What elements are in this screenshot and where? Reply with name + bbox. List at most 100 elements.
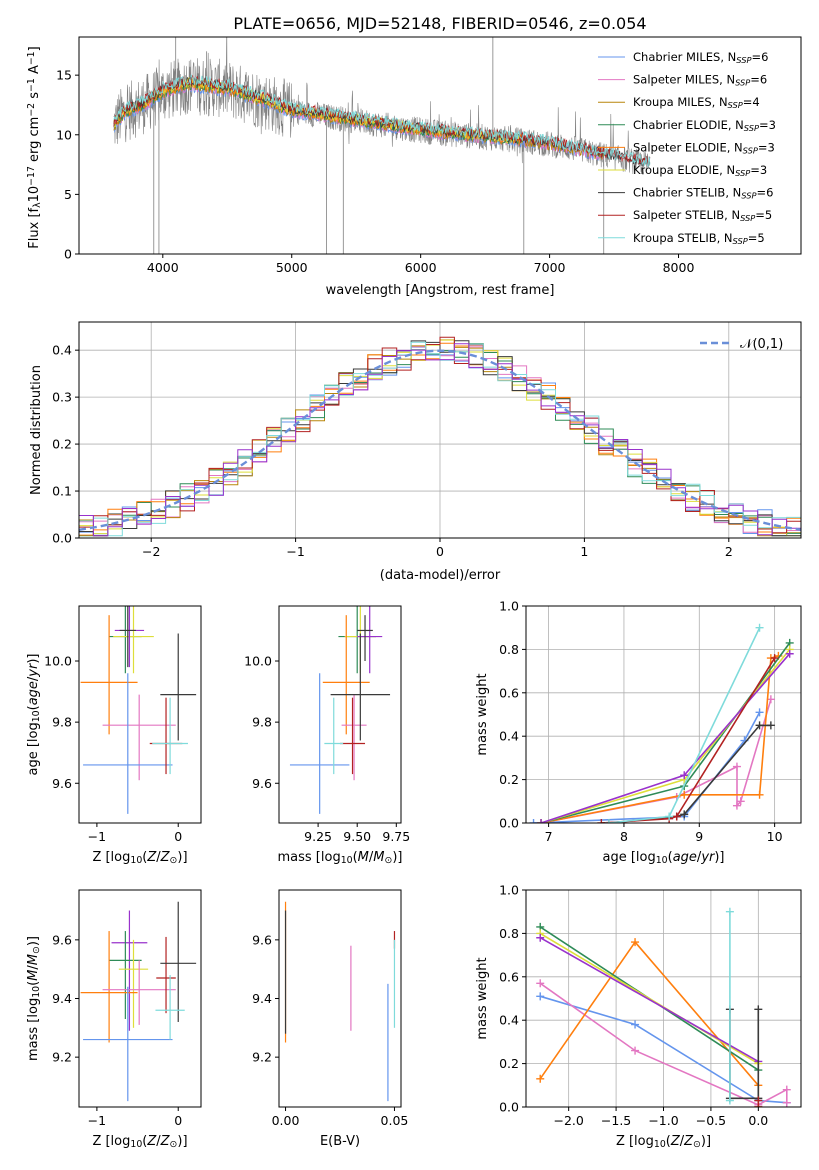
weight-marker — [785, 649, 794, 658]
axes-massweight-vs-age: 7 8 9 10 0.0 0.2 0.4 0.6 0.8 1.0 age [log10(age/yr… — [475, 599, 802, 866]
plot-area — [536, 907, 791, 1107]
y-tick-label: 0.2 — [499, 772, 519, 787]
weight-marker — [755, 708, 764, 717]
y-tick-label: 9.6 — [252, 932, 272, 947]
y-tick-label: 0.4 — [52, 343, 72, 358]
model-line — [113, 74, 651, 168]
y-tick-label: 9.6 — [252, 776, 272, 791]
figure-title: PLATE=0656, MJD=52148, FIBERID=0546, z=0… — [233, 14, 646, 33]
x-tick-label: −1 — [286, 544, 304, 559]
data-spectrum-line — [113, 37, 651, 176]
weight-line — [539, 937, 759, 1063]
weight-marker — [725, 907, 734, 916]
x-tick-label: −1.5 — [601, 1113, 631, 1128]
x-axis-label: age [log10(age/yr)] — [602, 850, 724, 866]
weight-marker — [732, 801, 741, 810]
plot-area — [80, 606, 197, 814]
x-tick-label: −2.0 — [553, 1113, 583, 1128]
legend: 𝒩(0,1) — [700, 337, 783, 352]
y-tick-label: 1.0 — [499, 599, 519, 614]
x-tick-label: 7000 — [534, 260, 566, 275]
x-tick-label: −2 — [142, 544, 160, 559]
y-tick-label: 9.4 — [52, 991, 72, 1006]
plot-area — [529, 623, 794, 823]
x-tick-label: −1 — [88, 1113, 106, 1128]
histogram-step — [79, 341, 801, 537]
weight-marker — [782, 1085, 791, 1094]
x-tick-label: 9.75 — [382, 829, 410, 844]
x-axis-label: wavelength [Angstrom, rest frame] — [326, 283, 555, 298]
weight-marker — [536, 979, 545, 988]
axes-residuals: −2 −1 0 1 2 0.0 0.1 0.2 0.3 0.4 (data-model)/error… — [29, 321, 802, 583]
x-tick-label: −1 — [88, 829, 106, 844]
weight-marker — [536, 933, 545, 942]
axes-frame — [525, 605, 802, 824]
x-tick-label: 6000 — [405, 260, 437, 275]
axes-frame — [278, 605, 402, 824]
legend-label: 𝒩(0,1) — [740, 337, 783, 352]
axes-frame — [78, 36, 802, 255]
plot-area — [79, 336, 801, 537]
y-axis-label: Flux [fλ10−17 erg cm−2 s−1 A−1] — [26, 46, 43, 248]
weight-marker — [536, 992, 545, 1001]
x-tick-label: 4000 — [147, 260, 179, 275]
normal-reference-curve — [79, 349, 801, 531]
weight-marker — [597, 819, 606, 823]
y-tick-label: 0.0 — [499, 816, 519, 831]
y-tick-label: 0.8 — [499, 642, 519, 657]
legend-label: Salpeter STELIB, NSSP=5 — [633, 208, 772, 223]
x-axis-label: E(B-V) — [320, 1134, 360, 1149]
legend-label: Salpeter MILES, NSSP=6 — [633, 73, 767, 88]
x-tick-label: 9 — [695, 829, 703, 844]
y-tick-label: 0.2 — [499, 1056, 519, 1071]
x-tick-label: 0 — [174, 829, 182, 844]
x-tick-label: 8 — [620, 829, 628, 844]
y-tick-label: 10.0 — [244, 654, 272, 669]
y-tick-label: 9.2 — [52, 1050, 72, 1065]
weight-marker — [631, 1046, 640, 1055]
axes-ebv: 0.00 0.05 9.2 9.4 9.6 E(B-V) — [252, 889, 409, 1149]
weight-marker — [736, 797, 745, 806]
x-tick-label: 7 — [545, 829, 553, 844]
x-axis-label: (data-model)/error — [380, 568, 501, 583]
weight-marker — [755, 623, 764, 632]
y-axis-label: mass weight — [475, 957, 490, 1039]
x-axis-label: Z [log10(Z/Z⊙)] — [92, 1134, 187, 1150]
y-tick-label: 9.6 — [52, 932, 72, 947]
histogram-step — [79, 336, 801, 534]
weight-marker — [754, 1005, 763, 1014]
legend-label: Chabrier ELODIE, NSSP=3 — [633, 118, 776, 133]
x-tick-label: 10 — [767, 829, 783, 844]
y-tick-label: 10.0 — [44, 654, 72, 669]
legend-label: Chabrier MILES, NSSP=6 — [633, 50, 768, 65]
weight-marker — [631, 938, 640, 947]
weight-marker — [529, 819, 538, 823]
axes-frame — [78, 605, 202, 824]
weight-marker — [755, 790, 764, 799]
legend-label: Kroupa MILES, NSSP=4 — [633, 95, 760, 110]
histogram-step — [79, 343, 801, 537]
x-tick-label: 9.50 — [343, 829, 371, 844]
weight-marker — [766, 721, 775, 730]
y-tick-label: 9.6 — [52, 776, 72, 791]
y-tick-label: 0.6 — [499, 969, 519, 984]
x-axis-label: Z [log10(Z/Z⊙)] — [616, 1134, 711, 1150]
legend-label: Salpeter ELODIE, NSSP=3 — [633, 140, 775, 155]
x-tick-label: −0.5 — [696, 1113, 726, 1128]
x-tick-label: −1.0 — [648, 1113, 678, 1128]
weight-marker — [732, 762, 741, 771]
y-tick-label: 10 — [56, 127, 72, 142]
weight-line — [539, 932, 759, 1065]
y-tick-label: 0.0 — [52, 531, 72, 546]
legend-label: Kroupa ELODIE, NSSP=3 — [633, 163, 767, 178]
x-axis-label: mass [log10(M/M⊙)] — [278, 850, 403, 866]
weight-marker — [770, 654, 779, 663]
y-axis-label: Normed distribution — [29, 365, 44, 495]
x-tick-label: 1 — [580, 544, 588, 559]
axes-frame — [278, 889, 402, 1108]
plot-area — [113, 37, 651, 254]
x-tick-label: 0 — [436, 544, 444, 559]
x-tick-label: 0.0 — [748, 1113, 768, 1128]
x-tick-label: 0.05 — [381, 1113, 409, 1128]
